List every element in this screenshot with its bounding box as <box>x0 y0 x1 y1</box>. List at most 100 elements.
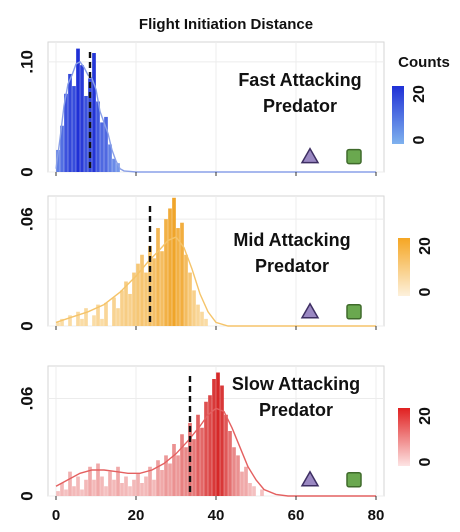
histogram-bar <box>56 491 60 496</box>
histogram-bar <box>96 101 100 172</box>
histogram-bar <box>188 272 192 326</box>
histogram-bar <box>252 486 256 496</box>
colorbar-tick-label: 20 <box>417 237 434 255</box>
panel-title-line: Fast Attacking <box>238 70 361 90</box>
density-curve <box>55 407 376 497</box>
colorbar-label: Counts <box>398 54 450 71</box>
histogram-bar <box>56 149 60 172</box>
colorbar <box>392 86 404 144</box>
histogram-bar <box>176 455 180 496</box>
histogram-bar <box>240 471 244 496</box>
histogram-bar <box>192 290 196 326</box>
histogram-bar <box>80 65 84 172</box>
panel-title: Slow Attacking Predator <box>232 374 360 420</box>
histogram-bar <box>236 455 240 496</box>
colorbar <box>398 408 410 466</box>
histogram-bar <box>132 272 136 326</box>
colorbar-tick-label: 0 <box>411 135 428 144</box>
histogram-bar <box>84 95 88 172</box>
histogram-bar <box>156 460 160 496</box>
x-tick-label: 60 <box>288 507 305 524</box>
histogram-bar <box>220 385 224 496</box>
histogram-bar <box>152 258 156 326</box>
density-curve <box>55 60 376 173</box>
histogram-bar <box>164 455 168 496</box>
histogram-bar <box>104 302 108 326</box>
histogram-bar <box>168 208 172 326</box>
histogram-bar <box>140 254 144 326</box>
histogram-bar <box>56 322 60 326</box>
histogram-bar <box>116 308 120 326</box>
histogram-bar <box>96 463 100 496</box>
histogram-bar <box>184 254 188 326</box>
panel-slow: 0 20 40 60 80 0 .06 Slow Attacking Predator 20 0 <box>17 365 434 524</box>
histogram-bar <box>112 479 116 496</box>
histogram-bar <box>224 414 228 496</box>
histogram-bar <box>84 479 88 496</box>
histogram-bar <box>204 318 208 326</box>
histogram-bar <box>200 427 204 496</box>
panel-title-line: Predator <box>255 256 329 276</box>
histogram-bar <box>156 228 160 326</box>
histogram-bar <box>100 318 104 326</box>
histogram-bar <box>144 272 148 326</box>
histogram-bar <box>212 379 216 496</box>
histogram-bar <box>108 144 112 172</box>
x-tick-label: 80 <box>368 507 385 524</box>
histogram-bar <box>160 470 164 496</box>
histogram-bar <box>64 489 68 496</box>
histogram-bar <box>60 483 64 496</box>
histogram-bar <box>216 372 220 496</box>
histogram-bar <box>180 222 184 326</box>
triangle-marker <box>300 147 320 164</box>
histogram-bar <box>72 486 76 496</box>
panel-title-line: Slow Attacking <box>232 374 360 394</box>
histogram-bar <box>100 476 104 496</box>
histogram-bar <box>244 466 248 496</box>
histogram-bar <box>100 122 104 172</box>
histogram-bar <box>184 447 188 496</box>
histogram-bar <box>76 48 80 172</box>
histogram-bar <box>68 471 72 496</box>
histogram-bar <box>108 471 112 496</box>
x-tick-label: 40 <box>208 507 225 524</box>
histogram-bar <box>132 479 136 496</box>
square-marker <box>346 148 362 165</box>
histogram-bar <box>116 466 120 496</box>
colorbar-tick-label: 20 <box>411 85 428 103</box>
x-tick-label: 0 <box>52 507 60 524</box>
panel-title-line: Predator <box>263 96 337 116</box>
panel-title-line: Mid Attacking <box>233 230 350 250</box>
y-tick-label: .06 <box>17 387 36 411</box>
panel-fast: 0 .10 Fast Attacking Predator 20 0 <box>17 41 428 177</box>
histogram-bar <box>80 318 84 326</box>
histogram-bar <box>204 401 208 496</box>
colorbar-tick-label: 0 <box>417 457 434 466</box>
histogram-bar <box>60 125 64 172</box>
histogram-bar <box>172 197 176 326</box>
histogram-bar <box>200 311 204 326</box>
colorbar-tick-label: 0 <box>417 287 434 296</box>
histogram-bar <box>248 483 252 496</box>
histogram-bar <box>112 158 116 172</box>
figure-title: Flight Initiation Distance <box>139 16 313 33</box>
histogram-bar <box>80 489 84 496</box>
histogram-bar <box>112 297 116 326</box>
histogram-bar <box>148 245 152 326</box>
histogram-bar <box>68 315 72 326</box>
histogram-bar <box>116 163 120 172</box>
square-marker <box>346 304 362 320</box>
triangle-marker <box>300 302 320 319</box>
histogram-bar <box>128 293 132 326</box>
histogram-bar <box>64 93 68 172</box>
histogram-bar <box>144 476 148 496</box>
colorbar-tick-label: 20 <box>417 407 434 425</box>
x-tick-label: 20 <box>128 507 145 524</box>
histogram-bar <box>232 447 236 496</box>
histogram-bar <box>180 434 184 496</box>
y-tick-label: .06 <box>17 207 36 231</box>
histogram-bar <box>124 281 128 326</box>
histogram-bar <box>196 304 200 326</box>
histogram-bar <box>68 73 72 172</box>
